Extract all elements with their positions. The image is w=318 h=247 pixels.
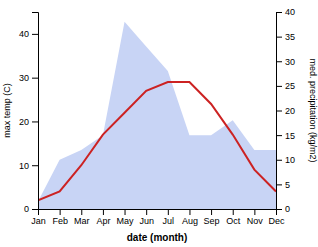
tick-label: Oct xyxy=(226,216,241,226)
tick-mark xyxy=(276,160,282,161)
tick: Feb xyxy=(52,209,68,226)
tick: 0 xyxy=(24,204,38,214)
axis-line xyxy=(39,210,277,216)
tick: 10 xyxy=(276,155,295,165)
tick-mark xyxy=(276,184,282,185)
tick-label: Apr xyxy=(96,216,110,226)
tick: 0 xyxy=(276,204,290,214)
tick-mark xyxy=(81,209,82,215)
axis: 0 5 10 15 20 25 30 35 40 xyxy=(276,7,295,214)
tick: Dec xyxy=(268,209,285,226)
tick-label: Mar xyxy=(74,216,90,226)
tick: 5 xyxy=(276,180,290,190)
tick: 30 xyxy=(19,73,38,83)
tick-label: 0 xyxy=(285,204,290,214)
tick-mark xyxy=(32,209,38,210)
tick-mark xyxy=(233,209,234,215)
tick-label: May xyxy=(117,216,135,226)
tick-mark xyxy=(276,61,282,62)
tick-mark xyxy=(276,209,282,210)
tick-label: 25 xyxy=(285,81,295,91)
tick: 40 xyxy=(19,29,38,39)
tick-label: Jan xyxy=(31,216,46,226)
tick: Oct xyxy=(226,209,241,226)
y-axis-title: max temp (C) xyxy=(2,83,12,138)
tick-mark xyxy=(32,121,38,122)
tick-mark xyxy=(60,209,61,215)
tick-label: 35 xyxy=(285,32,295,42)
tick: Aug xyxy=(182,209,198,226)
axis: 0 10 20 30 40 xyxy=(19,13,39,215)
axis-line xyxy=(277,13,283,210)
tick-label: 20 xyxy=(285,106,295,116)
tick-mark xyxy=(276,37,282,38)
tick-mark xyxy=(32,34,38,35)
tick-label: Nov xyxy=(247,216,264,226)
tick: 10 xyxy=(19,161,38,171)
tick-label: 0 xyxy=(24,204,29,214)
tick: 25 xyxy=(276,81,295,91)
tick-mark xyxy=(32,165,38,166)
tick-label: Jul xyxy=(163,216,175,226)
tick-mark xyxy=(146,209,147,215)
line xyxy=(38,82,276,200)
plot-area xyxy=(38,22,276,209)
tick-mark xyxy=(32,78,38,79)
tick-mark xyxy=(125,209,126,215)
y2-axis-title: med. precipitation (kg/m2) xyxy=(308,58,318,162)
tick-label: 20 xyxy=(19,117,29,127)
tick-label: Feb xyxy=(52,216,68,226)
tick: Apr xyxy=(96,209,110,226)
tick: Sep xyxy=(204,209,220,226)
tick-label: 15 xyxy=(285,131,295,141)
tick-label: Dec xyxy=(268,216,285,226)
tick-label: Jun xyxy=(139,216,154,226)
tick: Jan xyxy=(31,209,46,226)
tick: Jul xyxy=(163,209,175,226)
x-axis-title: date (month) xyxy=(127,232,188,243)
axis-line xyxy=(32,13,39,210)
tick: 20 xyxy=(276,106,295,116)
tick: May xyxy=(117,209,135,226)
tick-label: 30 xyxy=(285,57,295,67)
tick-label: Sep xyxy=(204,216,220,226)
tick-mark xyxy=(276,135,282,136)
tick-label: 10 xyxy=(285,155,295,165)
tick: Jun xyxy=(139,209,154,226)
tick-label: 5 xyxy=(285,180,290,190)
tick-mark xyxy=(276,12,282,13)
axis: Jan Feb Mar Apr May Jun Jul Aug Sep Oct Nov Dec xyxy=(31,209,285,226)
tick: Nov xyxy=(247,209,264,226)
tick-label: 40 xyxy=(19,29,29,39)
chart: JanFebMarAprMayJunJulAugSepOctNovDec0102… xyxy=(0,0,318,247)
tick-label: 30 xyxy=(19,73,29,83)
tick-mark xyxy=(254,209,255,215)
tick-mark xyxy=(211,209,212,215)
tick: 40 xyxy=(276,7,295,17)
tick-label: 40 xyxy=(285,7,295,17)
tick-mark xyxy=(189,209,190,215)
tick-mark xyxy=(276,86,282,87)
tick: Mar xyxy=(74,209,90,226)
area xyxy=(38,22,276,209)
tick-mark xyxy=(168,209,169,215)
tick-label: Aug xyxy=(182,216,198,226)
tick: 30 xyxy=(276,57,295,67)
tick-mark xyxy=(103,209,104,215)
tick: 15 xyxy=(276,131,295,141)
tick: 20 xyxy=(19,117,38,127)
tick-mark xyxy=(276,111,282,112)
tick: 35 xyxy=(276,32,295,42)
tick-label: 10 xyxy=(19,161,29,171)
